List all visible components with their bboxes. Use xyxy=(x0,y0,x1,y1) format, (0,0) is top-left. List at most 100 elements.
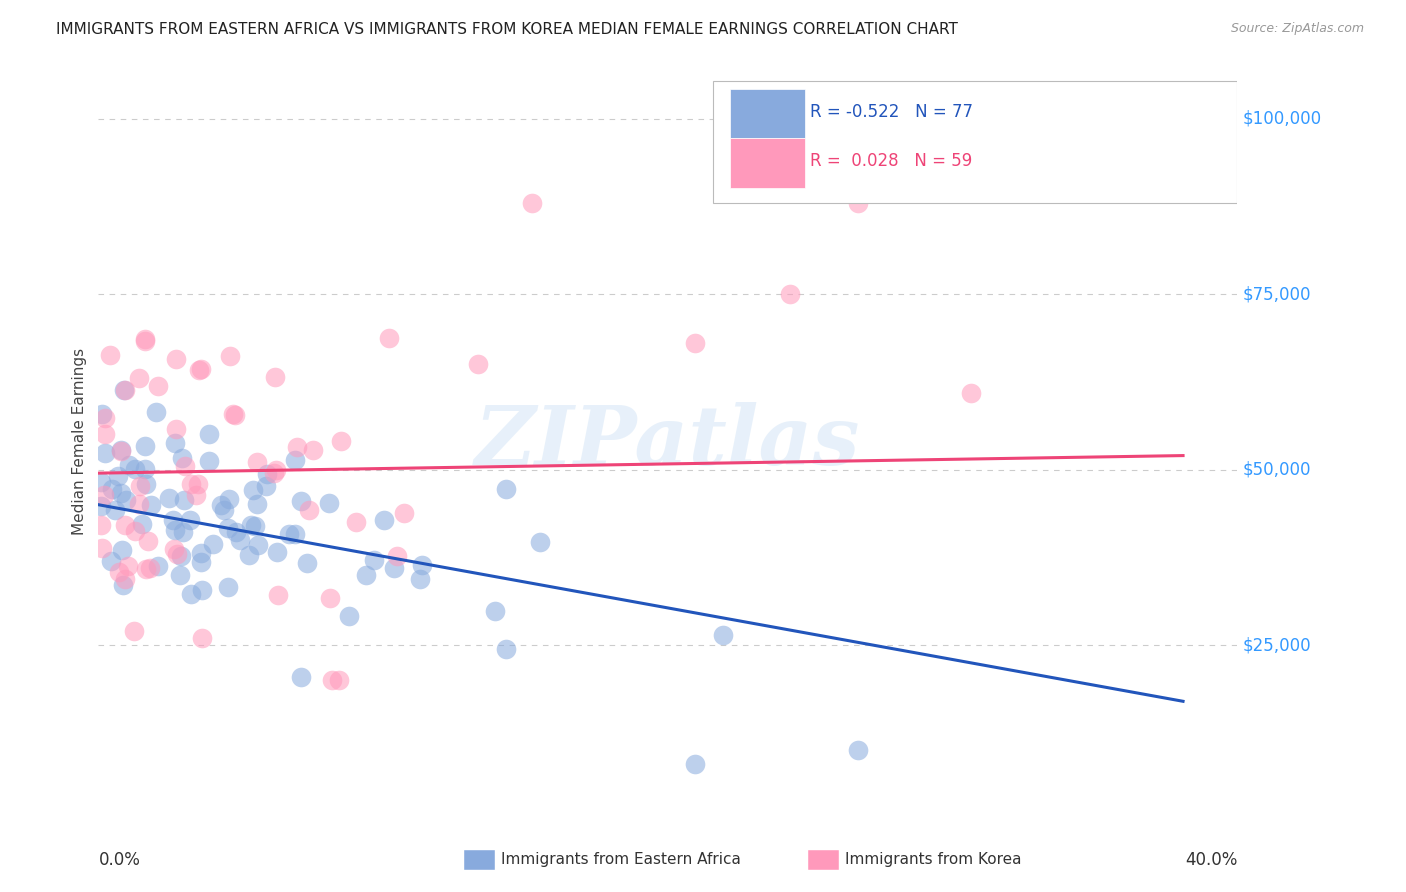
Point xyxy=(128,479,150,493)
Point xyxy=(190,361,212,376)
Point xyxy=(190,545,212,559)
Point xyxy=(217,521,239,535)
Point xyxy=(165,422,187,436)
FancyBboxPatch shape xyxy=(731,89,804,138)
Point xyxy=(110,486,132,500)
Point xyxy=(93,487,115,501)
Point xyxy=(247,539,270,553)
Point xyxy=(173,492,195,507)
Point xyxy=(108,565,131,579)
Point xyxy=(135,477,157,491)
Point xyxy=(290,670,312,684)
Point xyxy=(284,452,307,467)
Point xyxy=(134,334,156,349)
Text: ZIPatlas: ZIPatlas xyxy=(475,401,860,482)
Point xyxy=(229,533,252,547)
Point xyxy=(267,588,290,602)
Point xyxy=(225,524,247,539)
Point xyxy=(136,533,159,548)
Point xyxy=(101,482,124,496)
Point xyxy=(212,502,235,516)
Point xyxy=(484,603,506,617)
Point xyxy=(107,469,129,483)
Point xyxy=(246,455,269,469)
Point xyxy=(114,573,136,587)
Point xyxy=(117,458,139,473)
Point xyxy=(162,513,184,527)
Text: $75,000: $75,000 xyxy=(1243,285,1312,303)
Point xyxy=(134,332,156,346)
Point xyxy=(263,466,285,480)
Point xyxy=(184,488,207,502)
Point xyxy=(90,499,112,513)
Point xyxy=(711,628,734,642)
Point xyxy=(467,357,489,371)
Point xyxy=(245,518,267,533)
Text: 0.0%: 0.0% xyxy=(98,851,141,869)
Point xyxy=(495,482,517,496)
Y-axis label: Median Female Earnings: Median Female Earnings xyxy=(72,348,87,535)
Point xyxy=(122,624,145,639)
Point xyxy=(187,476,209,491)
Point xyxy=(170,549,193,563)
Point xyxy=(110,444,132,458)
Point xyxy=(114,383,136,397)
Point xyxy=(131,517,153,532)
Text: $50,000: $50,000 xyxy=(1243,460,1312,479)
Point xyxy=(321,673,343,688)
Point xyxy=(529,535,551,549)
Point xyxy=(90,475,112,490)
Text: Immigrants from Korea: Immigrants from Korea xyxy=(845,853,1022,867)
Point xyxy=(217,580,239,594)
Point xyxy=(93,426,115,441)
Point xyxy=(522,195,544,210)
Point xyxy=(411,558,433,572)
Point xyxy=(960,386,983,401)
Point xyxy=(90,407,112,421)
Point xyxy=(242,483,264,497)
Text: R = -0.522   N = 77: R = -0.522 N = 77 xyxy=(810,103,973,120)
Point xyxy=(354,568,377,582)
Point xyxy=(174,458,197,473)
Point xyxy=(172,525,194,540)
Point xyxy=(145,405,167,419)
Point xyxy=(387,549,409,563)
Point xyxy=(330,434,353,448)
Point xyxy=(115,492,138,507)
Point xyxy=(339,609,361,624)
Point xyxy=(222,407,245,421)
Point xyxy=(409,572,432,586)
Point xyxy=(179,513,201,527)
Text: $25,000: $25,000 xyxy=(1243,636,1312,654)
Point xyxy=(117,558,139,573)
Point xyxy=(169,568,191,582)
Text: $100,000: $100,000 xyxy=(1243,110,1322,128)
Point xyxy=(266,545,288,559)
Point xyxy=(170,450,193,465)
Point xyxy=(256,467,278,482)
Point xyxy=(238,548,260,562)
Point xyxy=(124,462,146,476)
Point xyxy=(191,583,214,598)
Text: 40.0%: 40.0% xyxy=(1185,851,1237,869)
Point xyxy=(318,496,340,510)
Point xyxy=(846,743,869,757)
Point xyxy=(392,506,415,520)
Point xyxy=(240,518,263,533)
Point xyxy=(382,561,405,575)
Text: Immigrants from Eastern Africa: Immigrants from Eastern Africa xyxy=(501,853,741,867)
Point xyxy=(328,673,350,688)
Point xyxy=(165,436,187,450)
Point xyxy=(104,503,127,517)
Point xyxy=(846,195,869,210)
Point xyxy=(146,558,169,573)
Point xyxy=(278,527,301,541)
Point xyxy=(363,553,385,567)
Point xyxy=(157,491,180,506)
Text: R =  0.028   N = 59: R = 0.028 N = 59 xyxy=(810,152,973,170)
Text: IMMIGRANTS FROM EASTERN AFRICA VS IMMIGRANTS FROM KOREA MEDIAN FEMALE EARNINGS C: IMMIGRANTS FROM EASTERN AFRICA VS IMMIGR… xyxy=(56,22,957,37)
Point xyxy=(198,454,221,468)
Point xyxy=(134,462,156,476)
Text: Source: ZipAtlas.com: Source: ZipAtlas.com xyxy=(1230,22,1364,36)
Point xyxy=(298,503,321,517)
